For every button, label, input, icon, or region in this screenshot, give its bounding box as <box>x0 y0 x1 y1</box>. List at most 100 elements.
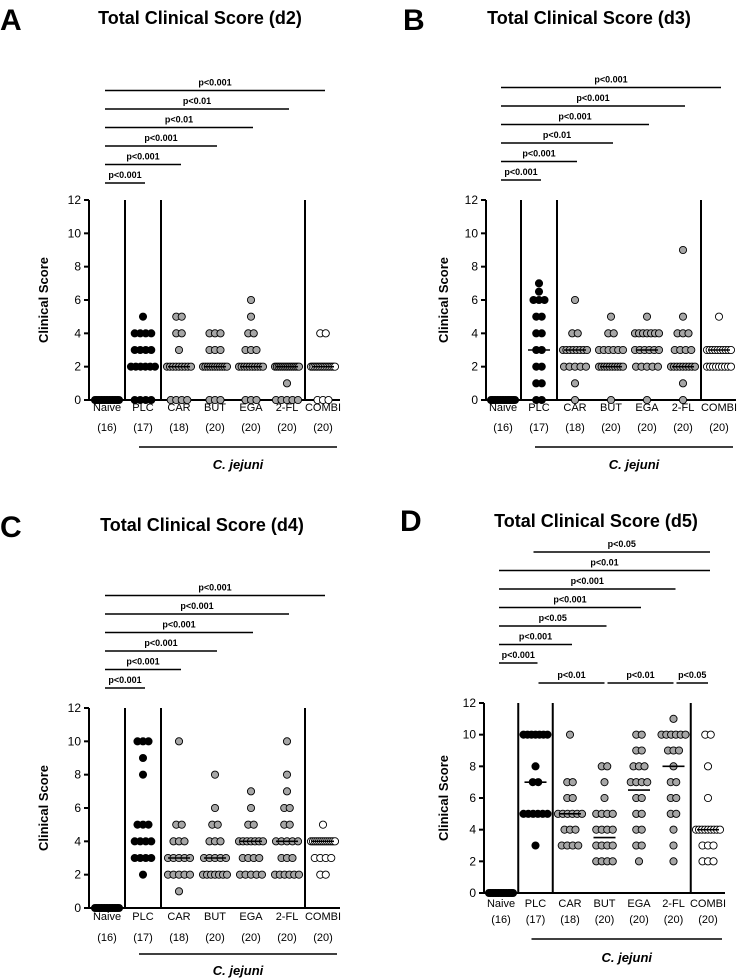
data-point <box>147 395 156 405</box>
data-point <box>543 730 552 739</box>
significance-label: p<0.001 <box>504 167 537 177</box>
data-point <box>534 287 544 296</box>
x-count-label: (20) <box>277 932 297 944</box>
y-axis-label: Clinical Score <box>436 257 451 343</box>
y-tick-label: 12 <box>465 193 479 207</box>
significance-label: p<0.001 <box>519 632 552 642</box>
x-count-label: (16) <box>97 422 117 434</box>
data-point <box>177 312 186 321</box>
significance-label: p<0.001 <box>180 601 213 611</box>
x-category-label: CAR <box>167 911 190 923</box>
x-category-label: CAR <box>563 402 586 414</box>
y-tick-label: 0 <box>74 901 81 915</box>
x-category-label: BUT <box>600 402 622 414</box>
x-category-label: PLC <box>528 402 549 414</box>
data-point <box>709 841 718 850</box>
y-axis-label: Clinical Score <box>36 257 51 343</box>
data-point <box>684 329 693 338</box>
y-tick-label: 6 <box>74 293 81 307</box>
panel-d: D Total Clinical Score (d5) 0 2 4 6 8 10 12 Clini… <box>400 505 726 965</box>
data-point <box>642 312 652 321</box>
group-label: C. jejuni <box>609 457 660 472</box>
significance-label: p<0.001 <box>502 650 535 660</box>
x-category-label: PLC <box>132 911 153 923</box>
x-count-label: (20) <box>698 914 718 926</box>
group-label: C. jejuni <box>601 950 652 965</box>
x-category-label: Naive <box>487 898 515 910</box>
y-tick-label: 8 <box>74 260 81 274</box>
data-point <box>321 870 330 879</box>
data-point <box>174 345 184 355</box>
data-point <box>565 730 575 739</box>
x-category-label: 2-FL <box>662 898 685 910</box>
significance-label: p<0.001 <box>126 657 159 667</box>
data-point <box>574 841 583 850</box>
data-point <box>216 345 225 355</box>
y-tick-label: 8 <box>471 260 478 274</box>
data-point <box>637 730 646 739</box>
x-count-label: (20) <box>595 914 615 926</box>
data-point <box>282 787 292 796</box>
data-point <box>321 329 330 338</box>
data-point <box>672 809 681 818</box>
data-point <box>174 737 184 746</box>
y-tick-label: 0 <box>74 393 81 407</box>
data-point <box>293 395 303 405</box>
data-point <box>606 395 616 405</box>
y-axis-label: Clinical Score <box>36 765 51 851</box>
data-point <box>581 362 591 371</box>
x-count-label: (20) <box>241 932 261 944</box>
x-count-label: (17) <box>526 914 546 926</box>
data-point <box>669 714 678 723</box>
group-label: C. jejuni <box>213 963 264 978</box>
significance-label: p<0.001 <box>198 78 231 88</box>
data-point <box>703 762 713 771</box>
data-point <box>255 853 264 863</box>
significance-label: p<0.01 <box>557 670 585 680</box>
x-category-label: EGA <box>635 402 659 414</box>
data-point <box>637 746 646 755</box>
data-point <box>570 295 580 305</box>
data-point <box>246 295 256 305</box>
data-point <box>249 820 258 829</box>
data-point <box>180 837 189 846</box>
data-point <box>600 793 609 803</box>
data-point <box>606 312 616 321</box>
x-count-label: (20) <box>277 422 297 434</box>
y-tick-label: 6 <box>471 293 478 307</box>
data-point <box>674 746 684 755</box>
data-point <box>294 870 304 879</box>
data-point <box>618 345 628 355</box>
y-tick-label: 10 <box>465 226 479 240</box>
significance-label: p<0.01 <box>183 96 211 106</box>
data-point <box>703 793 713 803</box>
data-point <box>285 803 294 813</box>
x-category-label: COMBI <box>305 402 341 414</box>
data-point <box>144 820 153 829</box>
y-tick-label: 4 <box>471 326 478 340</box>
significance-label: p<0.01 <box>626 670 654 680</box>
significance-label: p<0.001 <box>144 133 177 143</box>
data-point <box>637 793 646 803</box>
x-category-label: PLC <box>525 898 546 910</box>
data-point <box>216 395 225 405</box>
data-point <box>177 329 186 338</box>
significance-label: p<0.05 <box>678 670 706 680</box>
data-point <box>257 870 267 879</box>
panel-title: Total Clinical Score (d3) <box>487 8 691 28</box>
significance-label: p<0.001 <box>553 595 586 605</box>
x-category-label: COMBI <box>701 402 737 414</box>
data-point <box>252 395 261 405</box>
panel-letter: D <box>400 505 422 538</box>
x-category-label: EGA <box>239 911 263 923</box>
data-point <box>147 853 156 863</box>
significance-label: p<0.01 <box>165 115 193 125</box>
x-category-label: PLC <box>132 402 153 414</box>
x-category-label: BUT <box>204 402 226 414</box>
data-point <box>285 820 294 829</box>
data-point <box>185 870 195 879</box>
y-tick-label: 10 <box>68 734 82 748</box>
y-tick-label: 4 <box>469 823 476 837</box>
data-point <box>687 345 696 355</box>
